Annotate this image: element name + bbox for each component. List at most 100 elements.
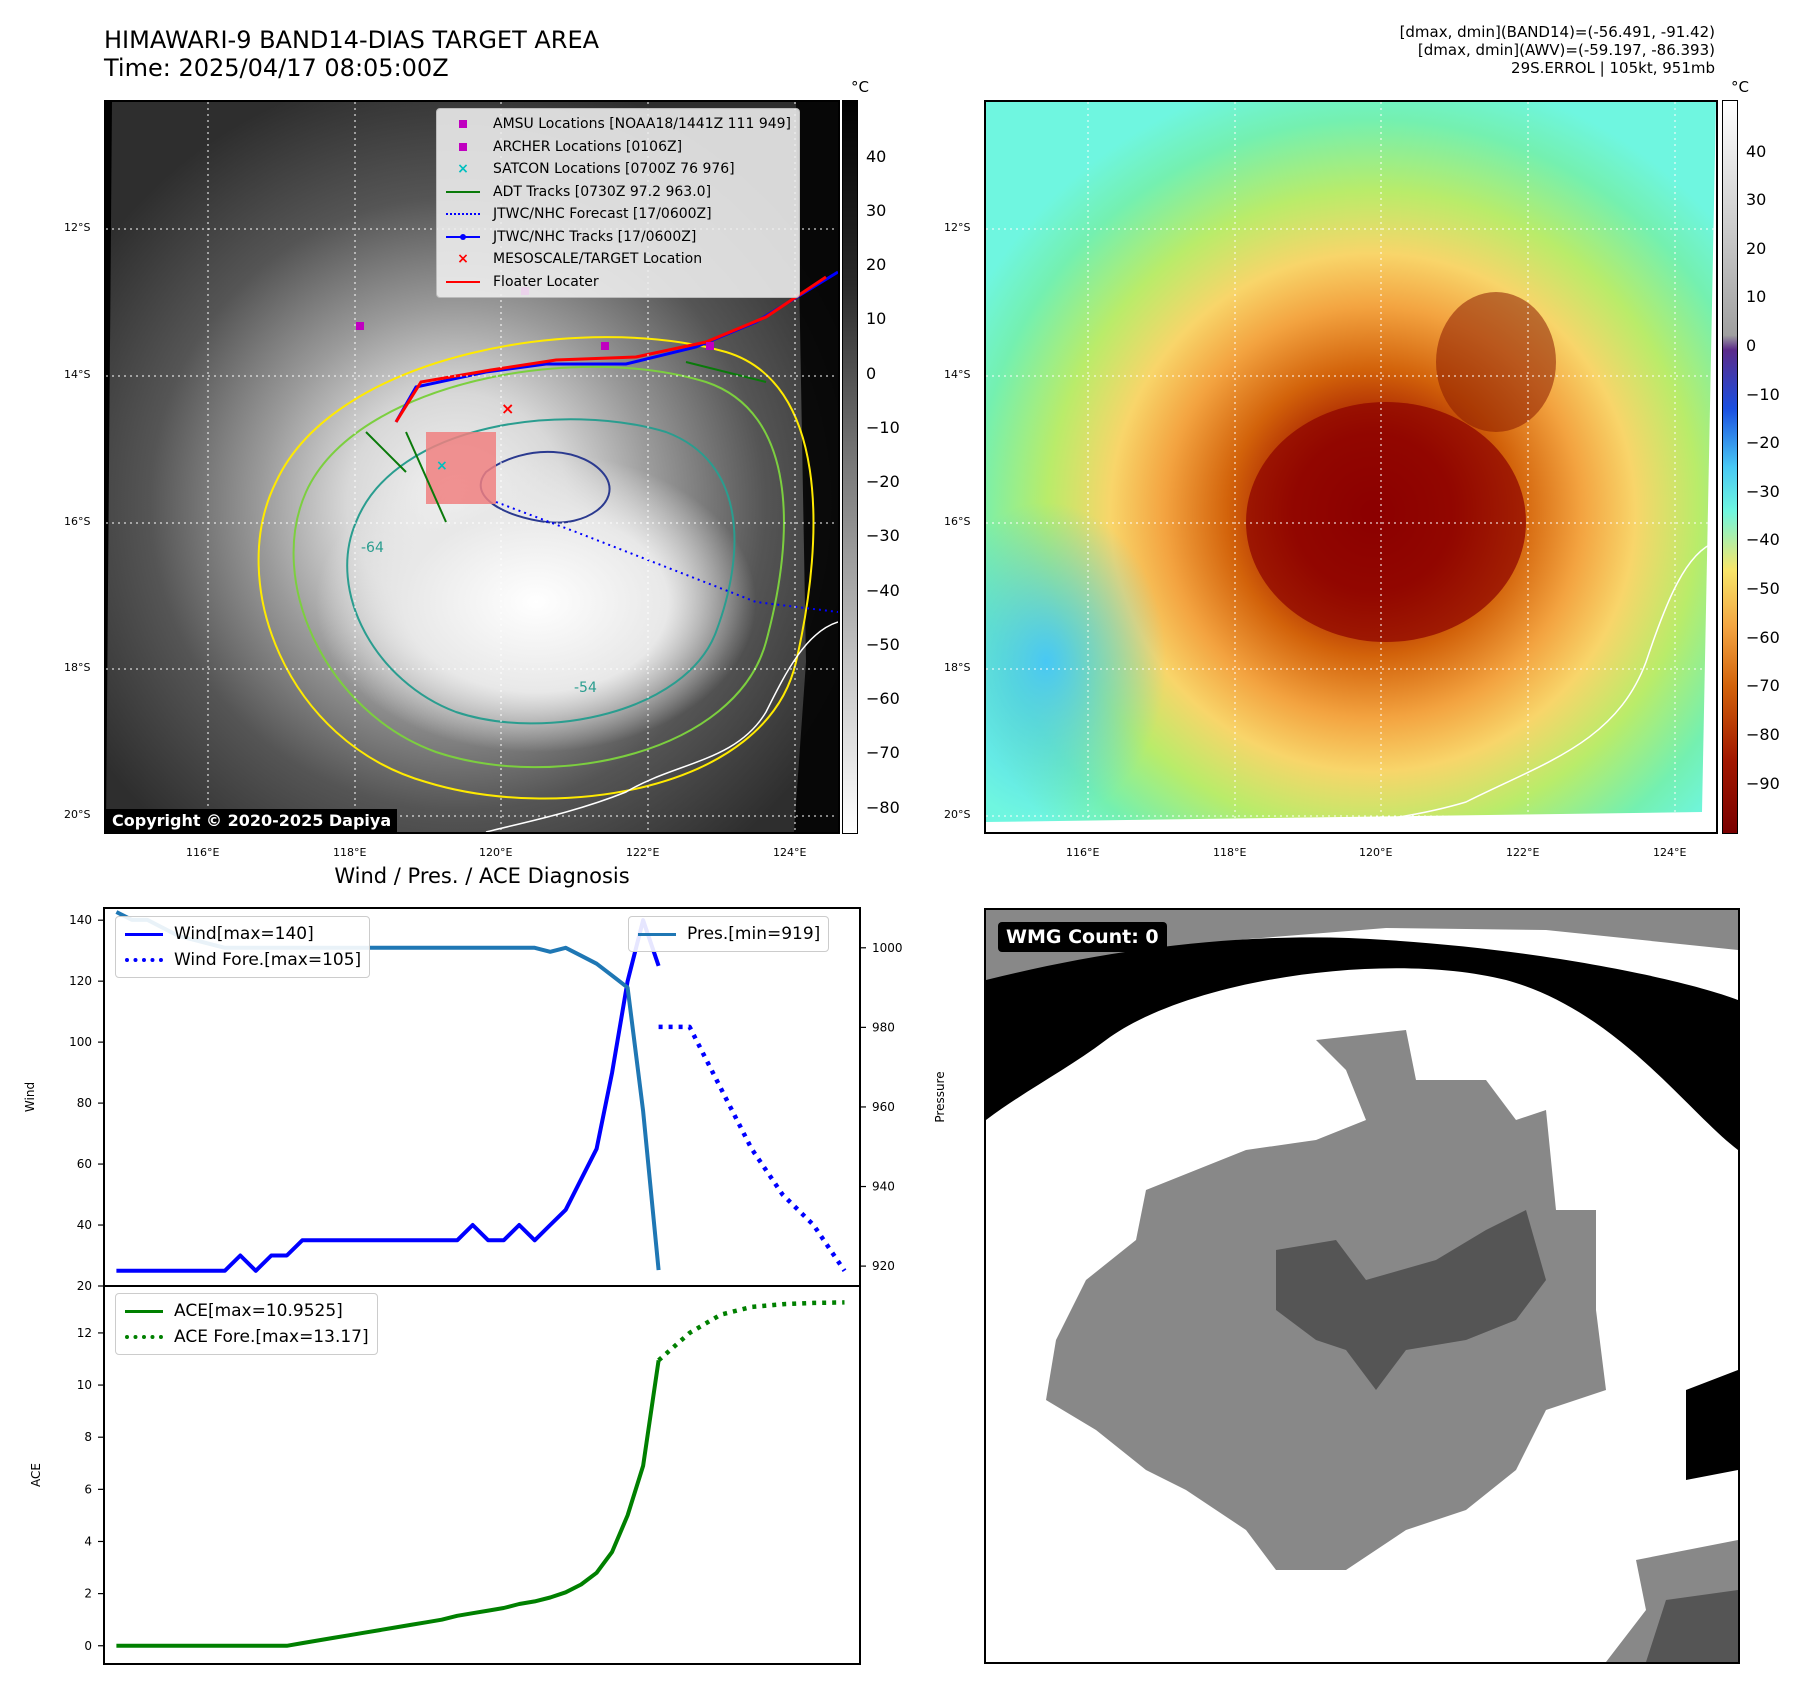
contour-lightgreen	[292, 365, 785, 769]
meta-line-3: 29S.ERROL | 105kt, 951mb	[1511, 59, 1715, 77]
coastline	[485, 621, 838, 832]
figure-title: HIMAWARI-9 BAND14-DIAS TARGET AREA Time:…	[104, 26, 599, 82]
series-ace-max	[116, 1360, 661, 1648]
colorbar-tick: −80	[1746, 725, 1780, 744]
meta-line-2: [dmax, dmin](AWV)=(-59.197, -86.393)	[1417, 41, 1715, 59]
magenta-square-icon	[443, 138, 483, 156]
contour-label-64: -64	[361, 540, 384, 556]
colorbar-tick: 40	[866, 147, 887, 166]
legend-label: SATCON Locations [0700Z 76 976]	[493, 161, 735, 177]
colorbar-tick: −60	[866, 689, 900, 708]
lon-label: 124°E	[1653, 846, 1687, 859]
legend-label: JTWC/NHC Forecast [17/0600Z]	[493, 206, 712, 222]
y-tick-label: 0	[84, 1639, 92, 1653]
legend-item-adt: ADT Tracks [0730Z 97.2 963.0]	[443, 181, 791, 204]
y2-tick-label: 980	[872, 1020, 895, 1034]
legend-item-ace: ACE[max=10.9525]	[124, 1298, 369, 1324]
legend-item-ace-forecast: ACE Fore.[max=13.17]	[124, 1324, 369, 1350]
lon-label: 118°E	[1213, 846, 1247, 859]
intensity-metadata: [dmax, dmin](BAND14)=(-56.491, -91.42) […	[1400, 23, 1715, 77]
colorbar-tick: 10	[1746, 287, 1767, 306]
y2-tick-label: 920	[872, 1259, 895, 1273]
wind-legend: Wind[max=140] Wind Fore.[max=105]	[115, 916, 371, 978]
dark-gray-cloud-region	[1276, 1210, 1546, 1390]
series-wind-max	[116, 918, 661, 1273]
pressure-legend: Pres.[min=919]	[628, 916, 830, 952]
archer-location	[601, 342, 609, 350]
legend-item-tracks: JTWC/NHC Tracks [17/0600Z]	[443, 226, 791, 249]
grayscale-colorbar	[842, 100, 858, 834]
colorbar-tick: −10	[866, 418, 900, 437]
legend-label: ACE Fore.[max=13.17]	[174, 1327, 369, 1347]
colorbar-tick: 40	[1746, 142, 1767, 161]
floater-track	[394, 275, 827, 423]
colorbar-tick: 0	[866, 364, 877, 383]
adt-track-segment	[405, 431, 447, 523]
legend-label: ARCHER Locations [0106Z]	[493, 138, 683, 155]
lon-label: 122°E	[626, 846, 660, 859]
lat-label: 16°S	[64, 515, 91, 528]
colorbar-tick: −50	[1746, 579, 1780, 598]
legend-item-wind-forecast: Wind Fore.[max=105]	[124, 947, 361, 973]
lon-label: 120°E	[479, 846, 513, 859]
colorbar-tick: 10	[866, 309, 887, 328]
y-tick-label: 6	[84, 1482, 92, 1496]
wind-axis-label: Wind	[23, 1082, 37, 1112]
y-tick-label: 8	[84, 1430, 92, 1444]
red-x-icon: ×	[457, 251, 469, 267]
lat-label: 12°S	[64, 221, 91, 234]
legend-item-wind: Wind[max=140]	[124, 921, 361, 947]
legend-label: Wind Fore.[max=105]	[174, 950, 362, 970]
title-line-2: Time: 2025/04/17 08:05:00Z	[104, 54, 449, 82]
y-tick-label: 80	[77, 1096, 92, 1110]
ace-axes	[103, 1285, 861, 1665]
lon-label: 116°E	[186, 846, 220, 859]
lon-label: 118°E	[333, 846, 367, 859]
legend-item-archer: ARCHER Locations [0106Z]	[443, 136, 791, 159]
color-colorbar	[1722, 100, 1738, 834]
legend-item-forecast: JTWC/NHC Forecast [17/0600Z]	[443, 203, 791, 226]
contour-navy	[479, 450, 611, 524]
legend-item-satcon: × SATCON Locations [0700Z 76 976]	[443, 158, 791, 181]
colorbar-tick: 20	[1746, 239, 1767, 258]
copyright-label: Copyright © 2020-2025 Dapiya	[106, 809, 398, 832]
dark-gray-cloud-region	[1646, 1590, 1738, 1662]
wmg-count-label: WMG Count: 0	[998, 922, 1167, 952]
blue-dotted-line-icon	[124, 951, 164, 969]
lat-label: 18°S	[64, 661, 91, 674]
contour-yellow	[257, 336, 815, 800]
series-wind-fore-max	[658, 1024, 847, 1273]
lat-label: 12°S	[944, 221, 971, 234]
meta-line-1: [dmax, dmin](BAND14)=(-56.491, -91.42)	[1399, 23, 1715, 41]
cold-cloud-cluster	[1436, 292, 1556, 432]
colorbar-tick: 30	[866, 201, 887, 220]
archer-location	[356, 322, 364, 330]
colorbar-tick: 20	[866, 255, 887, 274]
black-cloud-region	[1686, 1370, 1738, 1480]
legend-item-target: × MESOSCALE/TARGET Location	[443, 248, 791, 271]
colorbar-tick: −10	[1746, 385, 1780, 404]
lon-label: 122°E	[1506, 846, 1540, 859]
y2-tick-label: 1000	[872, 941, 903, 955]
adt-track-segment	[685, 361, 767, 383]
y-tick-label: 40	[77, 1218, 92, 1232]
ir-color-map	[984, 100, 1718, 834]
magenta-square-icon	[443, 115, 483, 133]
y-tick-label: 4	[84, 1534, 92, 1548]
lon-label: 124°E	[773, 846, 807, 859]
adt-track-segment	[365, 431, 407, 473]
blue-line-dot-icon	[443, 228, 483, 246]
contour-teal	[346, 418, 736, 725]
y-tick-label: 2	[84, 1587, 92, 1601]
black-cloud-region	[986, 937, 1738, 1150]
colorbar-tick: −30	[1746, 482, 1780, 501]
y-tick-label: 10	[77, 1378, 92, 1392]
graticule	[986, 102, 1716, 832]
y-tick-label: 60	[77, 1157, 92, 1171]
ace-legend: ACE[max=10.9525] ACE Fore.[max=13.17]	[115, 1293, 378, 1355]
target-location: ×	[501, 399, 514, 418]
pressure-axis-label: Pressure	[933, 1071, 947, 1122]
legend-label: JTWC/NHC Tracks [17/0600Z]	[493, 228, 697, 245]
colorbar-unit: °C	[1731, 78, 1749, 96]
